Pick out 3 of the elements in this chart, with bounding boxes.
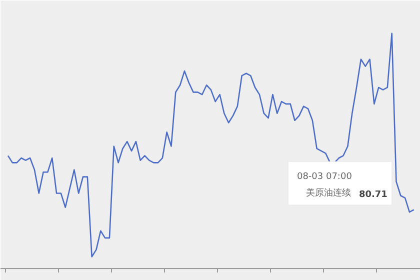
annotation: 08-03 07:00 [296, 172, 352, 182]
text: 美原油连续 [306, 187, 351, 198]
annotation: 80.71 [358, 190, 388, 200]
